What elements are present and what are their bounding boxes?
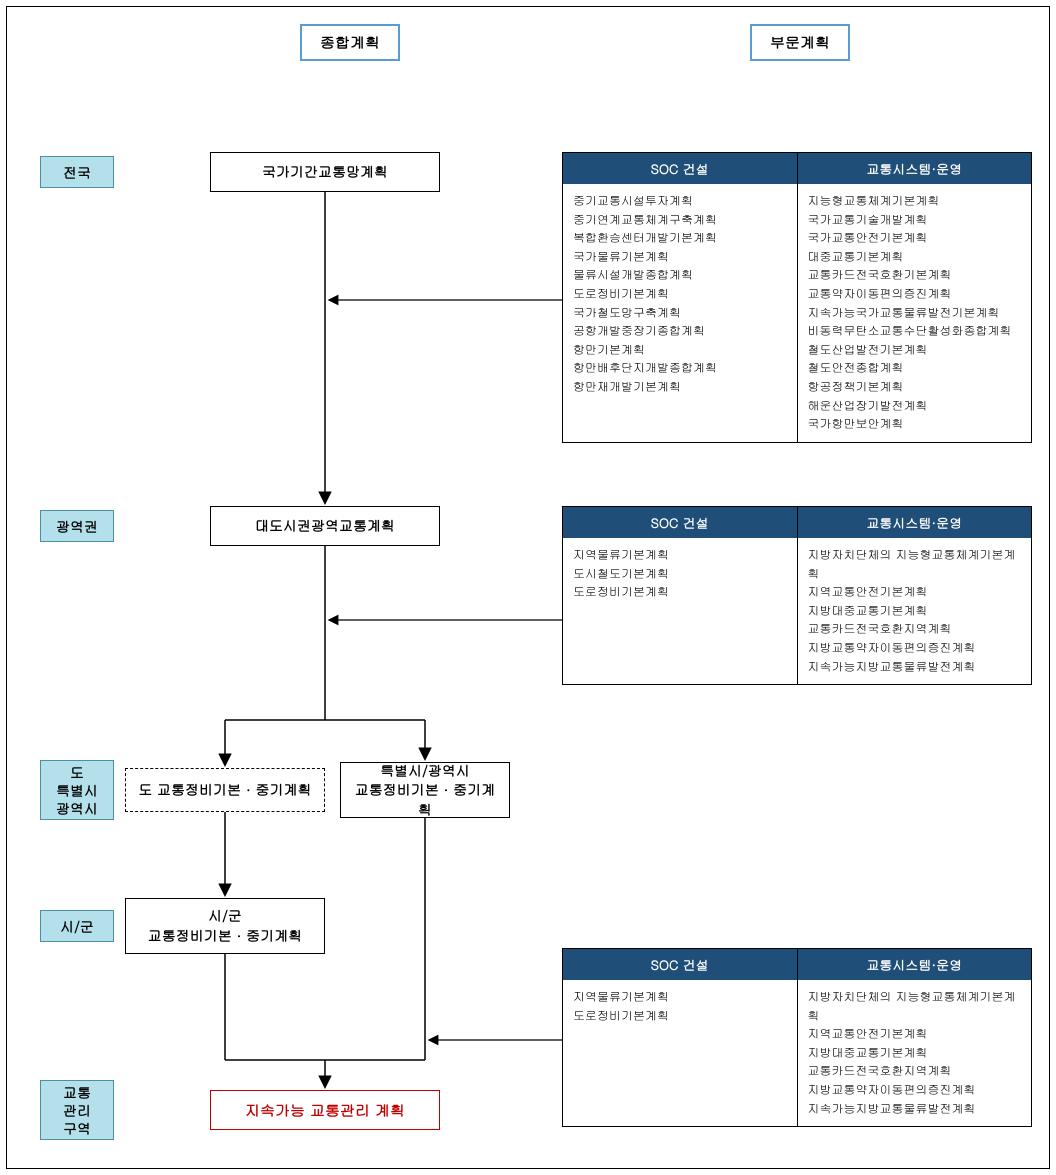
list-item: 항만기본계획 <box>573 341 787 360</box>
list-item: 항만재개발기본계획 <box>573 378 787 397</box>
list-item: 교통카드전국호환기본계획 <box>808 266 1022 285</box>
list-item: 도로정비기본계획 <box>573 285 787 304</box>
list-item: 지방교통약자이동편의증진계획 <box>808 1081 1022 1100</box>
t2-soc-col: 지역물류기본계획도시철도기본계획도로정비기본계획 <box>563 538 798 684</box>
list-item: 국가물류기본계획 <box>573 248 787 267</box>
list-item: 해운산업장기발전계획 <box>808 397 1022 416</box>
row-city-county: 시/군 <box>40 910 114 942</box>
plan-metro-wide: 대도시권광역교통계획 <box>210 506 440 546</box>
list-item: 지방대중교통기본계획 <box>808 602 1022 621</box>
list-item: 국가교통기술개발계획 <box>808 211 1022 230</box>
list-item: 교통카드전국호환지역계획 <box>808 1062 1022 1081</box>
t1-ops-col: 지능형교통체계기본계획국가교통기술개발계획국가교통안전기본계획대중교통기본계획교… <box>798 184 1032 442</box>
list-item: 공항개발중장기종합계획 <box>573 322 787 341</box>
list-item: 지역물류기본계획 <box>573 988 787 1007</box>
header-comprehensive: 종합계획 <box>300 24 400 61</box>
list-item: 도로정비기본계획 <box>573 1007 787 1026</box>
th-ops: 교통시스템·운영 <box>798 949 1032 980</box>
t2-ops-col: 지방자치단체의 지능형교통체계기본계획지역교통안전기본계획지방대중교통기본계획교… <box>798 538 1032 684</box>
th-ops: 교통시스템·운영 <box>798 153 1032 184</box>
list-item: 중기연계교통체계구축계획 <box>573 211 787 230</box>
list-item: 중기교통시설투자계획 <box>573 192 787 211</box>
list-item: 지능형교통체계기본계획 <box>808 192 1022 211</box>
list-item: 국가항만보안계획 <box>808 415 1022 434</box>
list-item: 복합환승센터개발기본계획 <box>573 229 787 248</box>
detail-table-city: SOC 건설 교통시스템·운영 지역물류기본계획도로정비기본계획 지방자치단체의… <box>562 948 1032 1127</box>
list-item: 지역교통안전기본계획 <box>808 1025 1022 1044</box>
list-item: 비동력무탄소교통수단활성화종합계획 <box>808 322 1022 341</box>
list-item: 도로정비기본계획 <box>573 583 787 602</box>
t3-soc-col: 지역물류기본계획도로정비기본계획 <box>563 980 798 1126</box>
list-item: 물류시설개발종합계획 <box>573 266 787 285</box>
list-item: 대중교통기본계획 <box>808 248 1022 267</box>
plan-national-backbone: 국가기간교통망계획 <box>210 152 440 192</box>
th-soc: SOC 건설 <box>563 507 798 538</box>
list-item: 철도안전종합계획 <box>808 359 1022 378</box>
detail-table-metro: SOC 건설 교통시스템·운영 지역물류기본계획도시철도기본계획도로정비기본계획… <box>562 506 1032 685</box>
list-item: 항만배후단지개발종합계획 <box>573 359 787 378</box>
plan-city-county-maint: 시/군 교통정비기본 · 중기계획 <box>125 898 325 954</box>
row-national: 전국 <box>40 156 114 188</box>
list-item: 교통카드전국호환지역계획 <box>808 620 1022 639</box>
list-item: 지방교통약자이동편의증진계획 <box>808 639 1022 658</box>
list-item: 국가교통안전기본계획 <box>808 229 1022 248</box>
th-soc: SOC 건설 <box>563 949 798 980</box>
list-item: 지방자치단체의 지능형교통체계기본계획 <box>808 546 1022 583</box>
t1-soc-col: 중기교통시설투자계획중기연계교통체계구축계획복합환승센터개발기본계획국가물류기본… <box>563 184 798 442</box>
th-soc: SOC 건설 <box>563 153 798 184</box>
row-traffic-zone: 교통 관리 구역 <box>40 1080 114 1140</box>
plan-sustainable: 지속가능 교통관리 계획 <box>210 1090 440 1130</box>
list-item: 지속가능지방교통물류발전계획 <box>808 1100 1022 1119</box>
header-sector: 부문계획 <box>750 24 850 61</box>
list-item: 철도산업발전기본계획 <box>808 341 1022 360</box>
list-item: 지방대중교통기본계획 <box>808 1044 1022 1063</box>
list-item: 지방자치단체의 지능형교통체계기본계획 <box>808 988 1022 1025</box>
list-item: 국가철도망구축계획 <box>573 304 787 323</box>
th-ops: 교통시스템·운영 <box>798 507 1032 538</box>
list-item: 교통약자이동편의증진계획 <box>808 285 1022 304</box>
detail-table-national: SOC 건설 교통시스템·운영 중기교통시설투자계획중기연계교통체계구축계획복합… <box>562 152 1032 443</box>
plan-province-maint: 도 교통정비기본 · 중기계획 <box>125 768 325 812</box>
list-item: 지속가능지방교통물류발전계획 <box>808 658 1022 677</box>
row-province-city: 도 특별시 광역시 <box>40 760 114 820</box>
list-item: 지역교통안전기본계획 <box>808 583 1022 602</box>
list-item: 지역물류기본계획 <box>573 546 787 565</box>
list-item: 도시철도기본계획 <box>573 565 787 584</box>
list-item: 지속가능국가교통물류발전기본계획 <box>808 304 1022 323</box>
t3-ops-col: 지방자치단체의 지능형교통체계기본계획지역교통안전기본계획지방대중교통기본계획교… <box>798 980 1032 1126</box>
row-metro-region: 광역권 <box>40 510 114 542</box>
plan-special-metro-maint: 특별시/광역시 교통정비기본 · 중기계획 <box>340 762 510 818</box>
list-item: 항공정책기본계획 <box>808 378 1022 397</box>
